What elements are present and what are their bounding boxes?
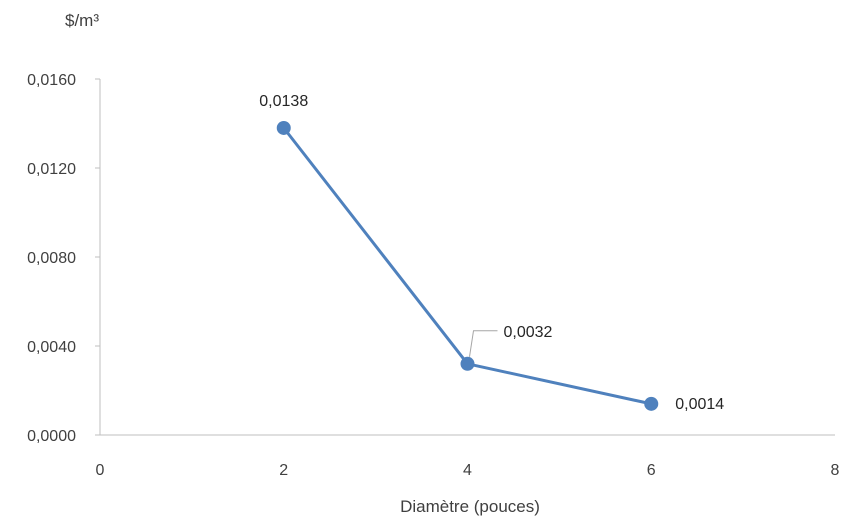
x-tick-labels: 0 2 4 6 8 (96, 462, 840, 479)
y-tick-label: 0,0040 (27, 339, 76, 356)
x-axis-title: Diamètre (pouces) (400, 497, 540, 516)
x-tick-label: 2 (279, 462, 288, 479)
plot-area (276, 120, 659, 411)
data-label: 0,0032 (504, 324, 553, 341)
y-axis-title: $/m³ (65, 11, 99, 30)
x-tick-label: 8 (831, 462, 840, 479)
data-point (644, 396, 659, 411)
y-tick-label: 0,0000 (27, 428, 76, 445)
x-tick-label: 0 (96, 462, 105, 479)
x-tick-label: 4 (463, 462, 472, 479)
data-point (276, 120, 291, 135)
data-labels: 0,0138 0,0032 0,0014 (259, 93, 724, 413)
data-point (460, 356, 475, 371)
y-tick-labels: 0,0000 0,0040 0,0080 0,0120 0,0160 (27, 72, 100, 445)
y-tick-label: 0,0160 (27, 72, 76, 89)
data-label-leader (469, 330, 498, 357)
x-tick-label: 6 (647, 462, 656, 479)
data-label: 0,0138 (259, 93, 308, 110)
data-label: 0,0014 (675, 396, 724, 413)
y-tick-label: 0,0080 (27, 250, 76, 267)
y-tick-label: 0,0120 (27, 161, 76, 178)
